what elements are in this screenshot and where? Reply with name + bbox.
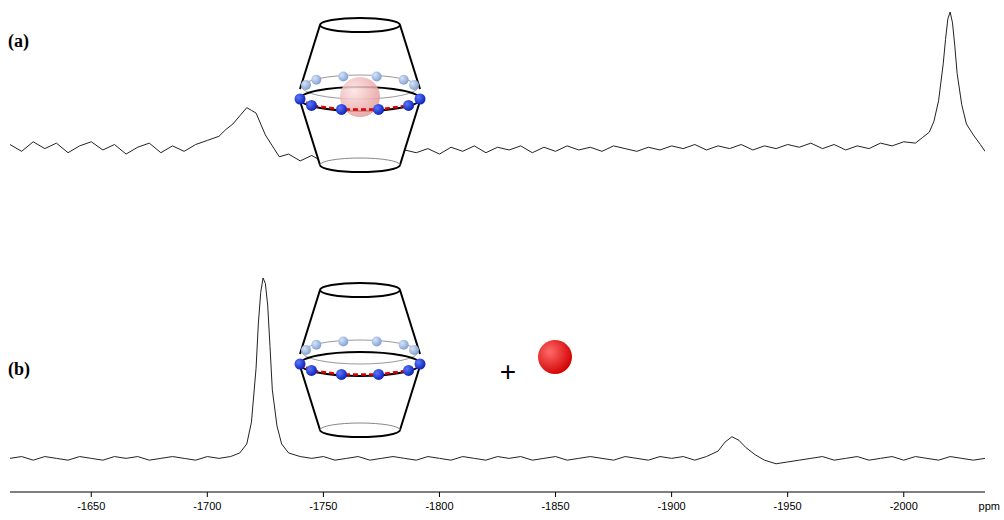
atom-back xyxy=(409,80,419,90)
cage-rim xyxy=(320,430,400,437)
bond-dashes xyxy=(300,364,420,375)
atom-back xyxy=(301,80,311,90)
cage-rim xyxy=(320,158,400,165)
x-tick xyxy=(903,492,904,497)
x-tick-label: -1650 xyxy=(77,500,105,512)
free-ion xyxy=(538,340,572,374)
cage-cartoon xyxy=(295,18,426,172)
atom-front xyxy=(373,104,384,115)
atom-front xyxy=(403,365,414,376)
atom-back xyxy=(372,336,382,346)
atom-front xyxy=(373,369,384,380)
x-tick xyxy=(207,492,208,497)
atom-front xyxy=(415,359,426,370)
x-tick xyxy=(787,492,788,497)
cage-fill xyxy=(300,25,420,165)
atom-front xyxy=(295,359,306,370)
x-tick-label: -1950 xyxy=(774,500,802,512)
plot-area xyxy=(10,12,985,162)
x-tick-label: -1800 xyxy=(425,500,453,512)
bond-dashes xyxy=(300,99,420,110)
cage-rim xyxy=(320,423,400,430)
panel-label: (b) xyxy=(8,359,30,380)
spectrum-line xyxy=(10,12,985,162)
atom-back xyxy=(338,336,348,346)
panel-label: (a) xyxy=(8,31,29,52)
x-tick xyxy=(439,492,440,497)
atom-front xyxy=(415,94,426,105)
x-tick-label: -2000 xyxy=(890,500,918,512)
x-axis-label: ppm xyxy=(979,500,1000,512)
atom-front xyxy=(306,100,317,111)
atom-back xyxy=(399,75,409,85)
atom-back xyxy=(409,345,419,355)
x-tick xyxy=(323,492,324,497)
x-axis xyxy=(10,492,985,493)
x-tick-label: -1700 xyxy=(193,500,221,512)
x-tick-label: -1750 xyxy=(309,500,337,512)
atom-front xyxy=(306,365,317,376)
atom-back xyxy=(338,71,348,81)
x-tick xyxy=(555,492,556,497)
spectrum-line xyxy=(10,278,985,464)
cage-side xyxy=(300,290,420,354)
x-tick xyxy=(91,492,92,497)
atom-back xyxy=(399,340,409,350)
atom-front xyxy=(295,94,306,105)
atom-back xyxy=(301,345,311,355)
chart: (a) (b) + -1650 -1700 -1750 -1800 -1850 -1900 -19… xyxy=(0,0,1004,520)
atom-front xyxy=(336,104,347,115)
x-tick xyxy=(671,492,672,497)
atom-front xyxy=(403,100,414,111)
ring-front xyxy=(300,352,420,376)
atom-front xyxy=(336,369,347,380)
cage-fill xyxy=(300,290,420,430)
atom-back xyxy=(311,340,321,350)
cage-rim xyxy=(320,165,400,172)
cage-cartoon xyxy=(295,283,426,437)
x-tick-label: -1850 xyxy=(541,500,569,512)
cage-rim xyxy=(320,283,400,297)
annotation: + xyxy=(500,356,516,387)
plot-area xyxy=(10,278,985,464)
cage-rim xyxy=(320,18,400,32)
atom-back xyxy=(372,71,382,81)
x-tick-label: -1900 xyxy=(658,500,686,512)
atom-back xyxy=(311,75,321,85)
